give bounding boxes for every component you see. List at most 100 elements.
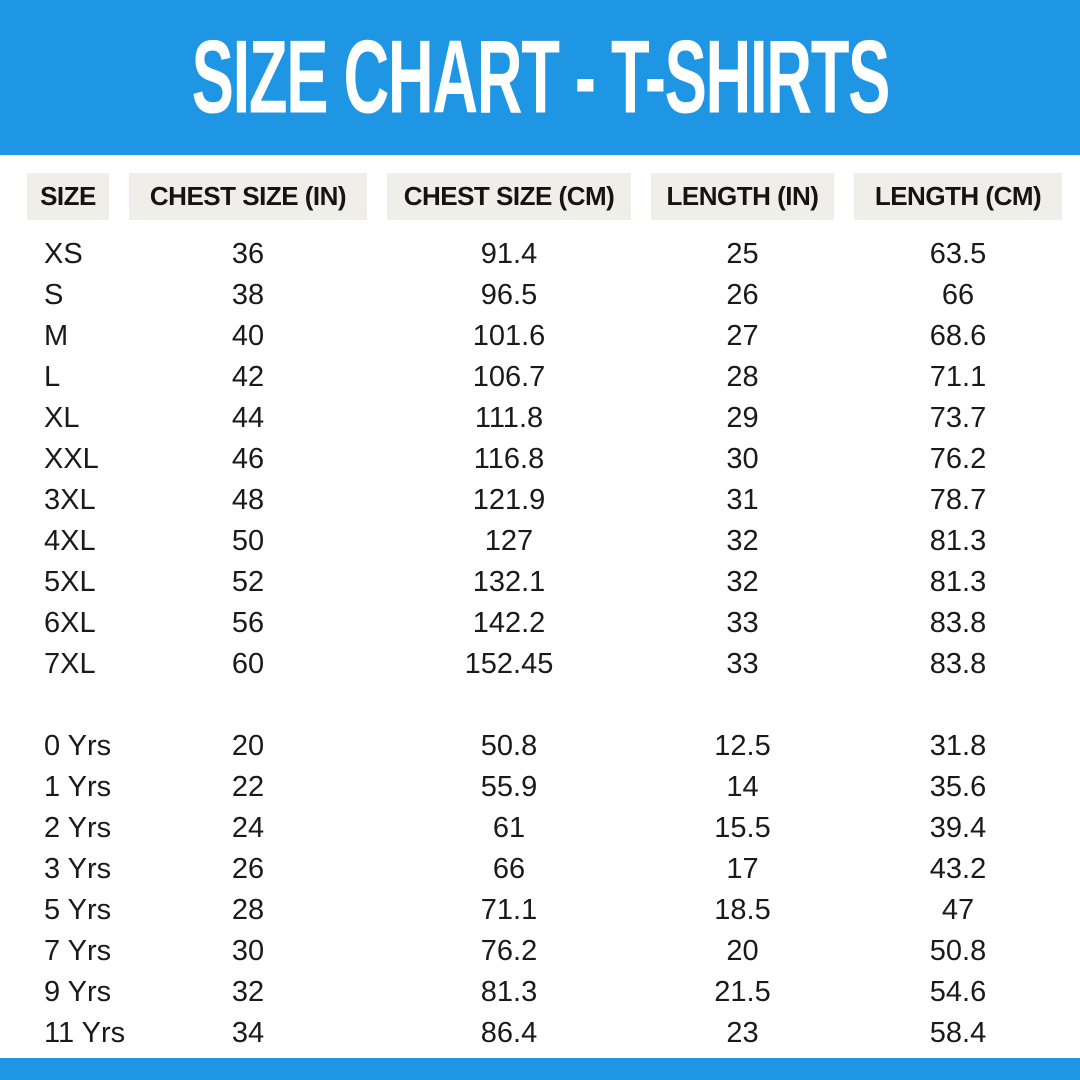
size-cell: S [44,279,64,311]
value-cell: 96.5 [480,279,538,311]
value-cell: 121.9 [472,484,546,516]
value-cell: 55.9 [480,771,538,803]
table-row: XXL 46 116.8 30 76.2 [0,439,1080,480]
value-cell: 25 [726,238,759,270]
size-cell: 7 Yrs [44,935,112,967]
value-cell: 71.1 [480,894,538,926]
table-row: 5XL 52 132.1 32 81.3 [0,562,1080,603]
table-row: 9 Yrs 32 81.3 21.5 54.6 [0,972,1080,1013]
table-row: 11 Yrs 34 86.4 23 58.4 [0,1013,1080,1054]
value-cell: 31.8 [929,730,987,762]
value-cell: 12.5 [714,730,771,762]
value-cell: 101.6 [472,320,546,352]
value-cell: 18.5 [714,894,771,926]
value-cell: 33 [726,607,759,639]
header-cell-chest-size-in: CHEST SIZE (IN) [129,173,367,220]
value-cell: 31 [726,484,759,516]
table-row: XL 44 111.8 29 73.7 [0,398,1080,439]
value-cell: 21.5 [714,976,771,1008]
header-cell-length-cm: LENGTH (CM) [854,173,1062,220]
value-cell: 73.7 [929,402,987,434]
value-cell: 60 [231,648,265,680]
size-cell: XL [44,402,80,434]
value-cell: 44 [231,402,265,434]
table-row: 3XL 48 121.9 31 78.7 [0,480,1080,521]
size-cell: 3 Yrs [44,853,112,885]
value-cell: 20 [726,935,759,967]
table-header-row: SIZE CHEST SIZE (IN) CHEST SIZE (CM) LENGTH… [0,173,1080,220]
value-cell: 32 [231,976,265,1008]
value-cell: 127 [484,525,534,557]
value-cell: 22 [231,771,265,803]
value-cell: 152.45 [464,648,554,680]
size-table: SIZE CHEST SIZE (IN) CHEST SIZE (CM) LENGTH… [0,173,1080,1054]
header-cell-chest-size-cm: CHEST SIZE (CM) [387,173,631,220]
header-cell-size: SIZE [27,173,109,220]
value-cell: 32 [726,525,759,557]
value-cell: 47 [941,894,975,926]
footer-bar [0,1058,1080,1080]
value-cell: 142.2 [472,607,546,639]
value-cell: 83.8 [929,607,987,639]
table-row: 7XL 60 152.45 33 83.8 [0,644,1080,685]
value-cell: 106.7 [472,361,546,393]
value-cell: 78.7 [929,484,987,516]
value-cell: 52 [231,566,265,598]
value-cell: 28 [726,361,759,393]
value-cell: 36 [231,238,265,270]
value-cell: 17 [726,853,759,885]
value-cell: 91.4 [480,238,538,270]
value-cell: 76.2 [929,443,987,475]
value-cell: 76.2 [480,935,538,967]
value-cell: 56 [231,607,265,639]
value-cell: 46 [231,443,265,475]
size-cell: 3XL [44,484,96,516]
value-cell: 33 [726,648,759,680]
table-row: 0 Yrs 20 50.8 12.5 31.8 [0,726,1080,767]
size-cell: XXL [44,443,99,475]
adult-rows-section: XS 36 91.4 25 63.5 S 38 96.5 26 66 M 40 101.6 27 68.6 L… [0,220,1080,685]
size-cell: 1 Yrs [44,771,112,803]
table-row: M 40 101.6 27 68.6 [0,316,1080,357]
table-row: 7 Yrs 30 76.2 20 50.8 [0,931,1080,972]
title-banner: SIZE CHART - T-SHIRTS [0,0,1080,155]
value-cell: 81.3 [480,976,538,1008]
table-row: XS 36 91.4 25 63.5 [0,234,1080,275]
size-cell: 11 Yrs [44,1017,126,1049]
value-cell: 14 [726,771,759,803]
table-row: 2 Yrs 24 61 15.5 39.4 [0,808,1080,849]
value-cell: 29 [726,402,759,434]
value-cell: 23 [726,1017,759,1049]
size-cell: 6XL [44,607,96,639]
value-cell: 26 [231,853,265,885]
value-cell: 116.8 [473,443,545,475]
value-cell: 20 [231,730,265,762]
size-cell: 2 Yrs [44,812,112,844]
value-cell: 61 [492,812,526,844]
value-cell: 30 [231,935,265,967]
value-cell: 35.6 [929,771,987,803]
size-cell: L [44,361,61,393]
value-cell: 81.3 [929,525,987,557]
size-cell: 7XL [44,648,96,680]
table-row: 3 Yrs 26 66 17 43.2 [0,849,1080,890]
value-cell: 40 [231,320,265,352]
value-cell: 86.4 [480,1017,538,1049]
value-cell: 68.6 [929,320,987,352]
value-cell: 43.2 [929,853,987,885]
table-row: 4XL 50 127 32 81.3 [0,521,1080,562]
value-cell: 50.8 [480,730,538,762]
value-cell: 42 [231,361,265,393]
value-cell: 27 [726,320,759,352]
table-row: S 38 96.5 26 66 [0,275,1080,316]
size-cell: 4XL [44,525,96,557]
table-row: 1 Yrs 22 55.9 14 35.6 [0,767,1080,808]
header-cell-length-in: LENGTH (IN) [651,173,834,220]
table-row: 5 Yrs 28 71.1 18.5 47 [0,890,1080,931]
value-cell: 39.4 [929,812,987,844]
value-cell: 50 [231,525,265,557]
value-cell: 30 [726,443,759,475]
value-cell: 32 [726,566,759,598]
value-cell: 132.1 [472,566,546,598]
value-cell: 63.5 [929,238,987,270]
